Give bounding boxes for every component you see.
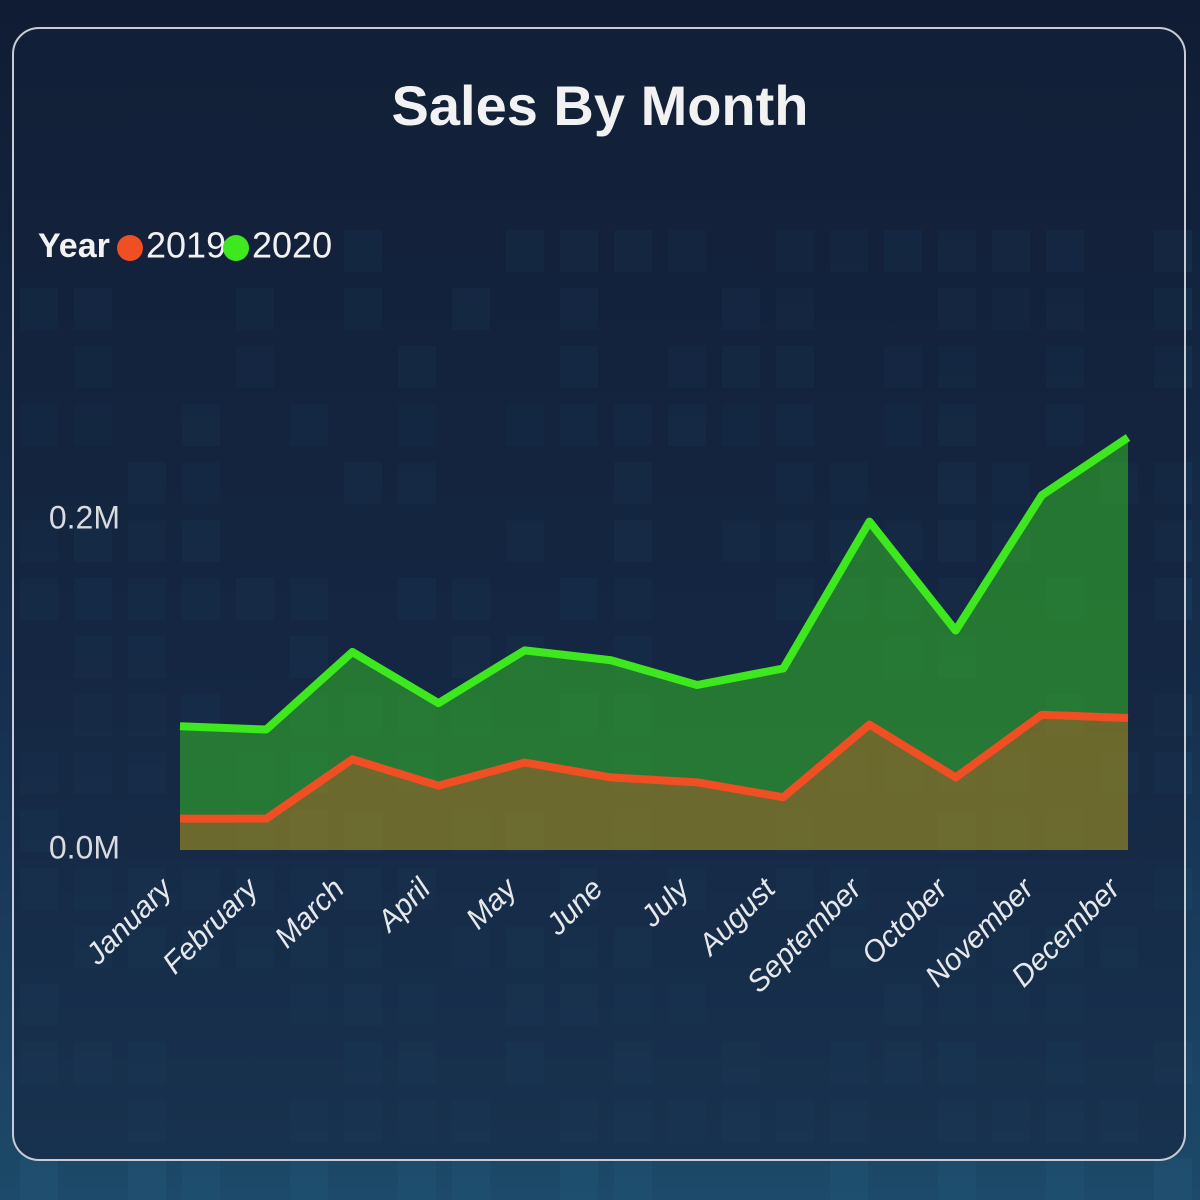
- legend-label: 2019: [146, 225, 226, 266]
- pattern-square: [290, 1158, 328, 1200]
- pattern-square: [128, 1158, 166, 1200]
- y-tick-label: 0.2M: [49, 499, 120, 535]
- area-fill: [180, 437, 1128, 850]
- pattern-square: [452, 1158, 490, 1200]
- card: [12, 27, 1186, 1161]
- chart-title: Sales By Month: [392, 74, 809, 137]
- pattern-square: [938, 1158, 976, 1200]
- pattern-square: [20, 1158, 58, 1200]
- y-tick-label: 0.0M: [49, 829, 120, 865]
- line: [179, 434, 1131, 734]
- pattern-square: [398, 1158, 436, 1200]
- legend-label: 2020: [252, 225, 332, 266]
- legend-title: Year: [38, 227, 110, 265]
- pattern-square: [830, 1158, 868, 1200]
- pattern-square: [182, 1158, 220, 1200]
- legend-marker: [223, 235, 249, 261]
- line: [180, 710, 1129, 823]
- pattern-square: [1154, 1158, 1192, 1200]
- pattern-square: [1046, 1158, 1084, 1200]
- pattern-square: [560, 1158, 598, 1200]
- legend-marker: [117, 235, 143, 261]
- pattern-square: [614, 1158, 652, 1200]
